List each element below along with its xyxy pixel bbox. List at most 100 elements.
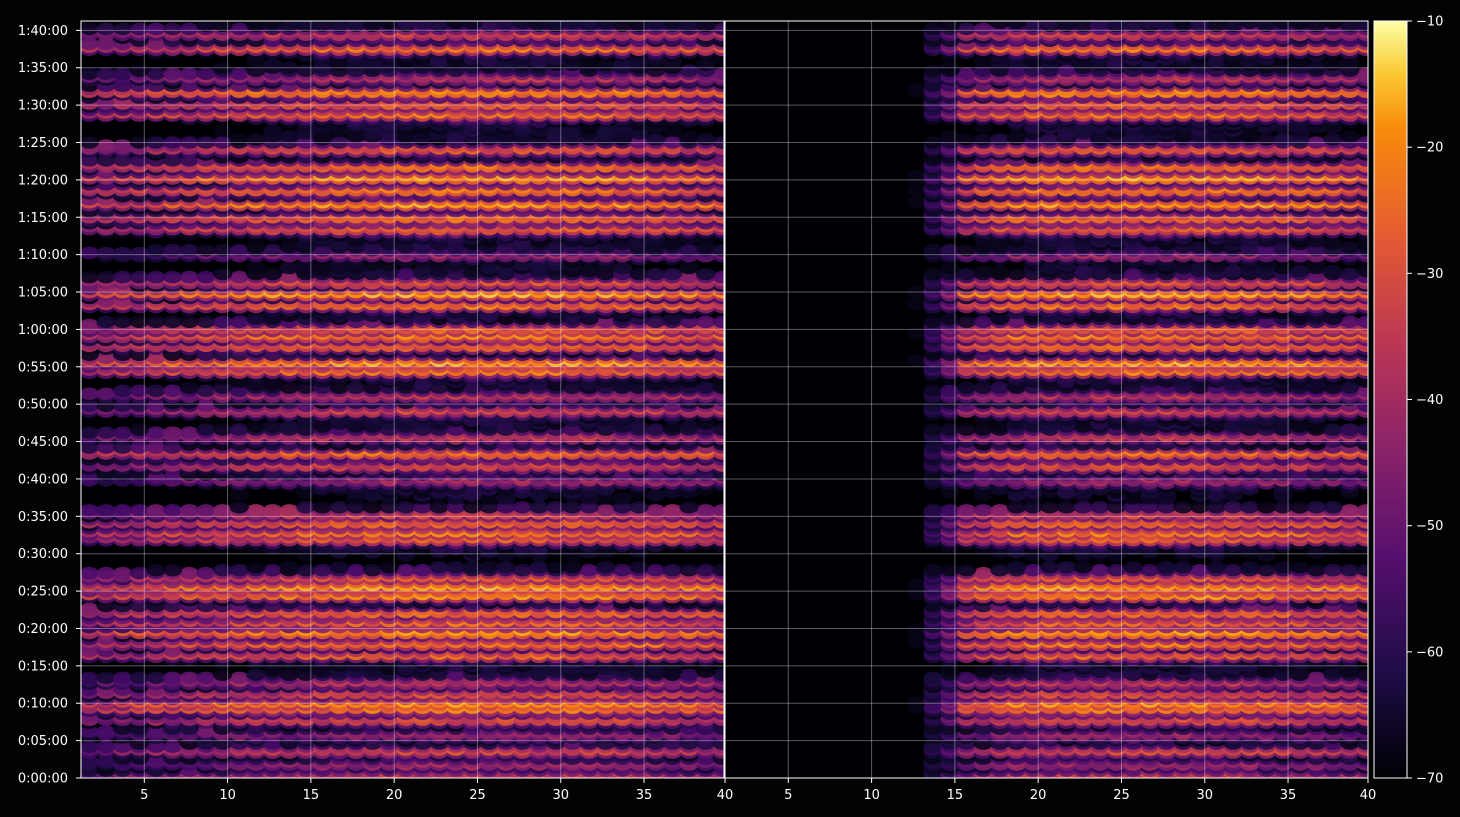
heatmap-cell (612, 492, 632, 505)
heatmap-cell (229, 564, 249, 577)
heatmap-cell (463, 561, 482, 574)
heatmap-cell (196, 384, 216, 397)
heatmap-cell (81, 602, 99, 616)
heatmap-cell (163, 384, 183, 397)
heatmap-cell (546, 501, 566, 514)
heatmap-cell (113, 740, 133, 753)
heatmap-cell (129, 566, 149, 580)
heatmap-cell (113, 566, 133, 580)
heatmap-cell (163, 740, 183, 753)
heatmap-cell (446, 561, 466, 574)
heatmap-cell (379, 561, 399, 574)
heatmap-cell (363, 564, 382, 577)
heatmap-cell (179, 426, 199, 439)
heatmap-cell (279, 381, 299, 394)
heatmap-cell (246, 504, 266, 517)
heatmap-cell (129, 671, 149, 684)
heatmap-cell (279, 561, 299, 574)
heatmap-cell (512, 564, 532, 577)
heatmap-cell (146, 740, 166, 753)
heatmap-cell (313, 564, 332, 577)
heatmap-cell (196, 671, 216, 684)
heatmap-cell (213, 504, 233, 517)
heatmap-cell (229, 671, 249, 684)
heatmap-cell (512, 501, 532, 514)
heatmap-cell (279, 504, 299, 517)
heatmap-cell (179, 671, 199, 684)
heatmap-cell (662, 564, 682, 577)
heatmap-cell (196, 423, 216, 436)
heatmap-cell (96, 755, 116, 768)
heatmap-cell (113, 384, 133, 397)
heatmap-cell (81, 755, 99, 768)
heatmap-cell (346, 564, 366, 577)
heatmap-cell (146, 564, 166, 577)
heatmap-cell (246, 668, 266, 681)
heatmap-cell (646, 489, 666, 502)
heatmap-cell (596, 504, 616, 517)
heatmap-cell (146, 384, 166, 397)
heatmap-cell (679, 501, 699, 514)
heatmap-cell (329, 561, 349, 574)
heatmap-cell (113, 426, 133, 439)
heatmap-cell (496, 561, 516, 574)
heatmap-cell (113, 671, 133, 684)
heatmap-cell (696, 665, 716, 678)
heatmap-cell (646, 423, 666, 436)
heatmap-cell (96, 725, 116, 738)
heatmap-cell (413, 564, 432, 577)
heatmap-cell (629, 420, 649, 433)
heatmap-cell (179, 504, 199, 517)
heatmap-cell (81, 387, 99, 400)
heatmap-cell (81, 504, 99, 517)
heatmap-cell (679, 668, 699, 681)
heatmap-cell (429, 501, 449, 514)
left-panel-cells (81, 21, 724, 778)
heatmap-cell (129, 384, 149, 397)
heatmap-cell (529, 501, 549, 514)
heatmap-cell (246, 561, 266, 574)
heatmap-cell (163, 504, 183, 517)
heatmap-cell (229, 423, 249, 436)
heatmap-cell (129, 737, 149, 750)
heatmap-cell (196, 504, 216, 517)
heatmap-cell (96, 566, 116, 580)
heatmap-cell (263, 504, 283, 517)
heatmap-cell (96, 315, 116, 329)
heatmap-cell (396, 564, 416, 577)
heatmap-cell (146, 426, 166, 439)
heatmap-cell (163, 426, 183, 439)
heatmap-cell (129, 423, 149, 436)
heatmap-cell (662, 504, 682, 517)
heatmap-cell (96, 504, 116, 517)
heatmap-cell (629, 501, 649, 514)
heatmap-cell (81, 740, 99, 753)
heatmap-cell (579, 564, 599, 577)
heatmap-cell (279, 420, 299, 433)
heatmap-cell (696, 504, 716, 517)
heatmap-cell (329, 501, 349, 514)
heatmap-cell (213, 668, 233, 681)
heatmap-cell (179, 566, 199, 580)
heatmap-cell (696, 381, 716, 394)
heatmap-cell (163, 564, 183, 577)
heatmap-cell (81, 566, 99, 580)
heatmap-cell (296, 564, 316, 577)
heatmap-cell (562, 501, 582, 514)
left-panel (80, 20, 725, 779)
heatmap-cell (96, 671, 116, 684)
heatmap-cell (113, 504, 133, 517)
heatmap-cell (546, 561, 566, 574)
heatmap-cell (679, 564, 699, 577)
heatmap-cell (696, 564, 716, 577)
heatmap-cell (429, 561, 449, 574)
heatmap-cell (96, 387, 116, 400)
heatmap-cell (479, 561, 499, 574)
heatmap-cell (629, 665, 649, 678)
heatmap-cell (146, 504, 166, 517)
heatmap-cell (263, 564, 283, 577)
heatmap-cell (596, 561, 616, 574)
heatmap-cell (246, 420, 266, 433)
heatmap-cell (146, 755, 166, 768)
